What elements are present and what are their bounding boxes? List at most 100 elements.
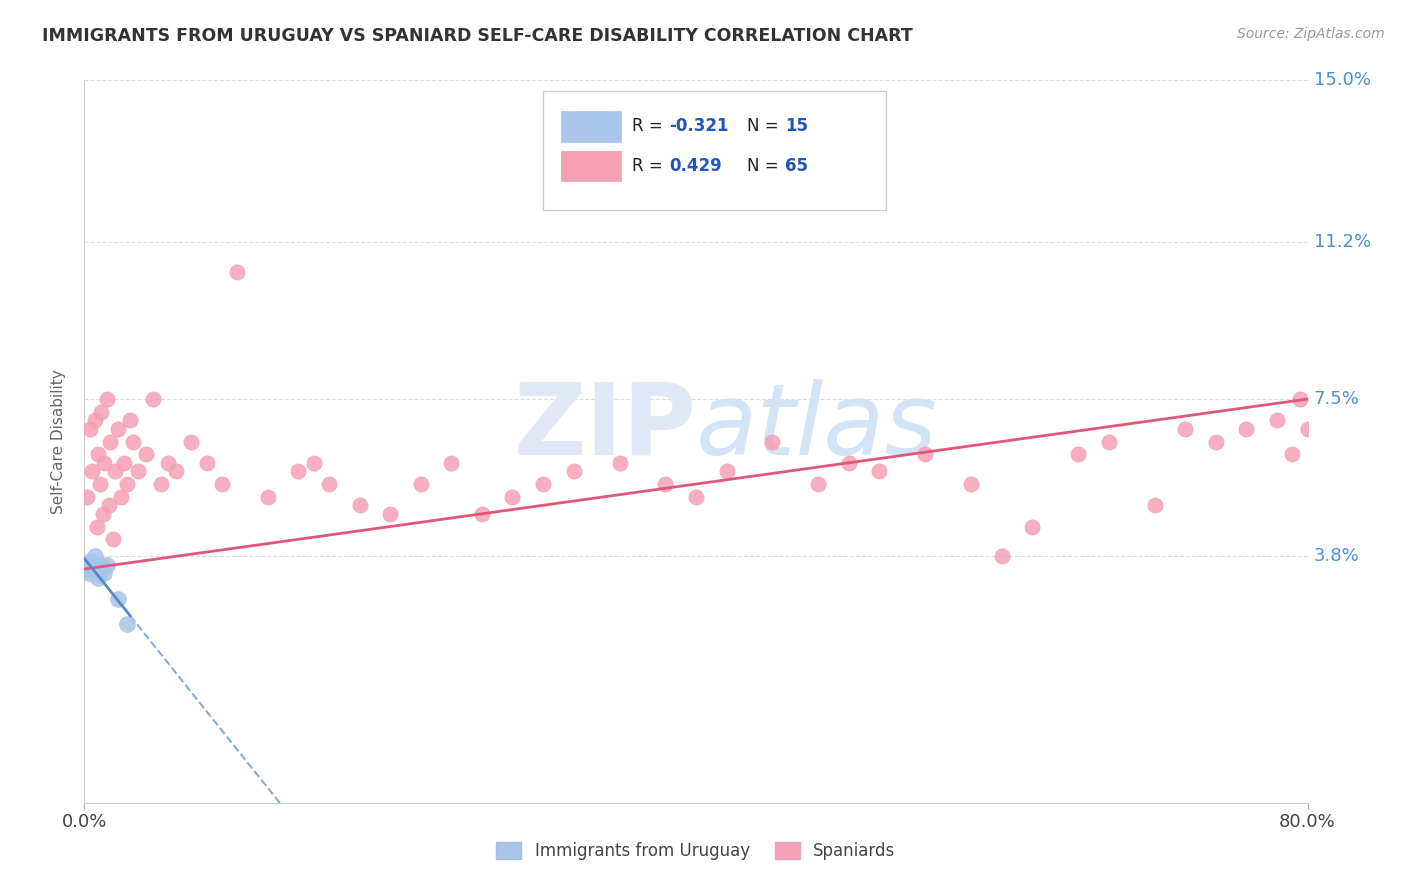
Text: R =: R =: [633, 156, 668, 175]
Point: [609, 456, 631, 470]
Point: [195, 456, 218, 470]
Point: [302, 456, 325, 470]
Point: [91, 507, 114, 521]
Point: [93, 566, 115, 581]
Point: [84, 549, 107, 564]
Legend: Immigrants from Uruguay, Spaniards: Immigrants from Uruguay, Spaniards: [489, 835, 903, 867]
Point: [76, 558, 98, 572]
Point: [960, 477, 983, 491]
Point: [914, 447, 936, 461]
Text: 11.2%: 11.2%: [1313, 233, 1371, 251]
Point: [1289, 392, 1312, 406]
Point: [89, 477, 111, 491]
Point: [1174, 422, 1197, 436]
Text: 0.429: 0.429: [669, 156, 721, 175]
Point: [838, 456, 860, 470]
Point: [211, 477, 233, 491]
Point: [93, 456, 115, 470]
Text: N =: N =: [748, 117, 785, 135]
FancyBboxPatch shape: [543, 91, 886, 211]
Point: [107, 422, 129, 436]
Point: [76, 490, 98, 504]
Point: [531, 477, 554, 491]
Point: [1296, 422, 1319, 436]
Text: ZIP: ZIP: [513, 378, 696, 475]
Point: [112, 456, 135, 470]
Point: [86, 566, 108, 581]
Point: [83, 558, 105, 572]
Point: [409, 477, 432, 491]
Point: [287, 464, 309, 478]
Point: [79, 422, 101, 436]
Point: [90, 405, 112, 419]
Point: [120, 413, 142, 427]
Point: [103, 533, 125, 547]
Point: [115, 477, 138, 491]
Point: [97, 498, 120, 512]
Point: [226, 264, 249, 278]
Point: [1098, 434, 1121, 449]
Text: atlas: atlas: [696, 378, 938, 475]
Point: [84, 413, 107, 427]
Point: [77, 566, 100, 581]
Point: [127, 464, 149, 478]
Point: [380, 507, 402, 521]
Point: [685, 490, 707, 504]
Text: 7.5%: 7.5%: [1313, 390, 1360, 408]
Text: N =: N =: [748, 156, 785, 175]
Point: [122, 434, 145, 449]
Point: [104, 464, 127, 478]
Text: 15.0%: 15.0%: [1313, 71, 1371, 89]
Point: [80, 464, 103, 478]
FancyBboxPatch shape: [561, 151, 621, 181]
Point: [96, 392, 118, 406]
Point: [87, 447, 110, 461]
Point: [75, 562, 97, 576]
Point: [86, 519, 108, 533]
Point: [991, 549, 1014, 564]
Point: [89, 562, 111, 576]
Point: [79, 553, 101, 567]
Point: [1236, 422, 1258, 436]
Point: [98, 434, 121, 449]
Point: [90, 558, 112, 572]
Point: [1281, 447, 1303, 461]
Point: [80, 562, 103, 576]
Point: [1265, 413, 1288, 427]
Text: R =: R =: [633, 117, 668, 135]
Text: -0.321: -0.321: [669, 117, 728, 135]
Text: IMMIGRANTS FROM URUGUAY VS SPANIARD SELF-CARE DISABILITY CORRELATION CHART: IMMIGRANTS FROM URUGUAY VS SPANIARD SELF…: [42, 27, 912, 45]
Point: [716, 464, 738, 478]
Point: [165, 464, 187, 478]
Point: [654, 477, 676, 491]
Point: [502, 490, 524, 504]
Point: [1067, 447, 1090, 461]
Point: [110, 490, 132, 504]
Point: [440, 456, 463, 470]
Point: [135, 447, 157, 461]
Point: [149, 477, 172, 491]
FancyBboxPatch shape: [561, 112, 621, 142]
Point: [96, 558, 118, 572]
Text: 15: 15: [786, 117, 808, 135]
Point: [1143, 498, 1166, 512]
Point: [562, 464, 585, 478]
Point: [180, 434, 202, 449]
Point: [1021, 519, 1043, 533]
Y-axis label: Self-Care Disability: Self-Care Disability: [51, 369, 66, 514]
Text: 3.8%: 3.8%: [1313, 548, 1360, 566]
Point: [107, 591, 129, 606]
Point: [257, 490, 280, 504]
Point: [349, 498, 371, 512]
Point: [115, 617, 138, 632]
Point: [807, 477, 830, 491]
Point: [142, 392, 165, 406]
Point: [157, 456, 180, 470]
Text: Source: ZipAtlas.com: Source: ZipAtlas.com: [1237, 27, 1385, 41]
Point: [87, 570, 110, 584]
Point: [869, 464, 891, 478]
Point: [471, 507, 494, 521]
Point: [761, 434, 783, 449]
Point: [318, 477, 340, 491]
Text: 65: 65: [786, 156, 808, 175]
